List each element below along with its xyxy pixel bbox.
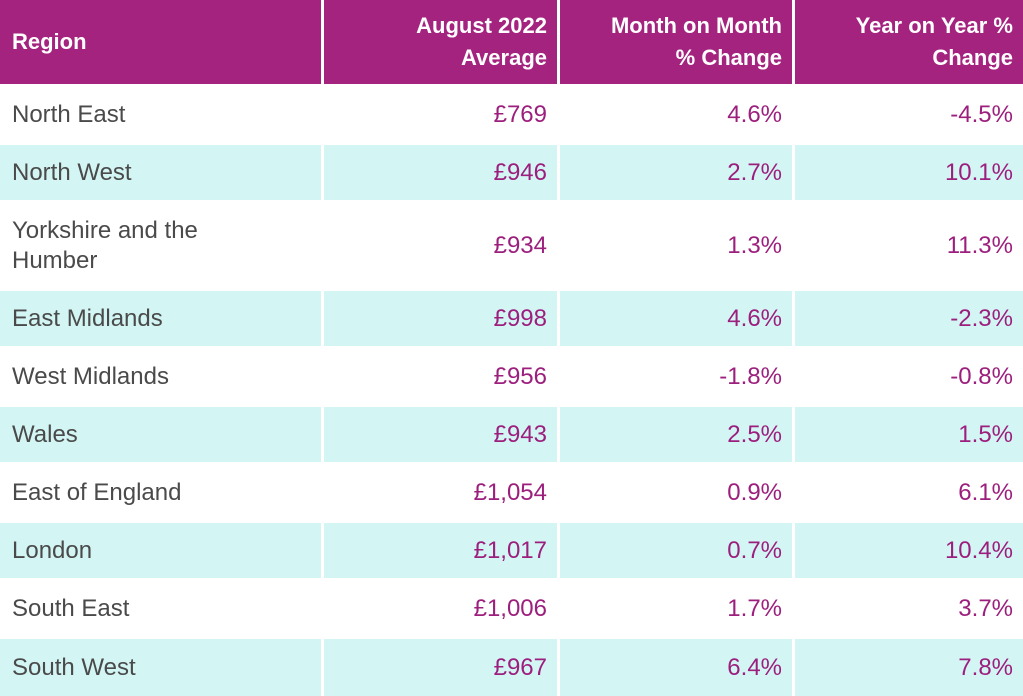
header-cell: Year on Year % Change [795,0,1023,84]
value-cell: £769 [493,100,547,128]
region-cell: South West [0,639,321,696]
region-cell: North East [12,100,126,128]
value-cell: 10.4% [795,523,1023,578]
value-cell: 4.6% [560,291,792,346]
value-cell: £998 [324,291,557,346]
value-cell: 2.7% [560,145,792,200]
value-cell: £1,006 [473,594,547,622]
value-cell: £956 [493,362,547,390]
value-cell: -4.5% [950,100,1013,128]
header-cell: Month on Month % Change [560,0,792,84]
value-cell: 11.3% [946,231,1013,259]
value-cell: £1,017 [324,523,557,578]
value-cell: £934 [493,231,547,259]
value-cell: -2.3% [795,291,1023,346]
value-cell: -0.8% [950,362,1013,390]
value-cell: £946 [324,145,557,200]
header-cell: Region [0,0,321,84]
region-cell: North West [0,145,321,200]
value-cell: 1.5% [795,407,1023,462]
region-cell: South East [12,594,130,622]
value-cell: 4.6% [727,100,782,128]
region-cell: East Midlands [0,291,321,346]
value-cell: 7.8% [795,639,1023,696]
value-cell: 6.1% [958,478,1013,506]
value-cell: 0.9% [727,478,782,506]
region-cell: East of England [12,478,182,506]
header-cell: August 2022 Average [324,0,557,84]
region-cell: Wales [0,407,321,462]
region-cell: West Midlands [12,362,169,390]
value-cell: 1.3% [727,231,782,259]
value-cell: £967 [324,639,557,696]
value-cell: 1.7% [727,594,782,622]
value-cell: 10.1% [795,145,1023,200]
value-cell: 2.5% [560,407,792,462]
value-cell: 0.7% [560,523,792,578]
value-cell: 3.7% [958,594,1013,622]
region-cell: Yorkshire and the Humber [12,216,198,274]
value-cell: -1.8% [719,362,782,390]
value-cell: £943 [324,407,557,462]
region-cell: London [0,523,321,578]
value-cell: 6.4% [560,639,792,696]
value-cell: £1,054 [473,478,547,506]
